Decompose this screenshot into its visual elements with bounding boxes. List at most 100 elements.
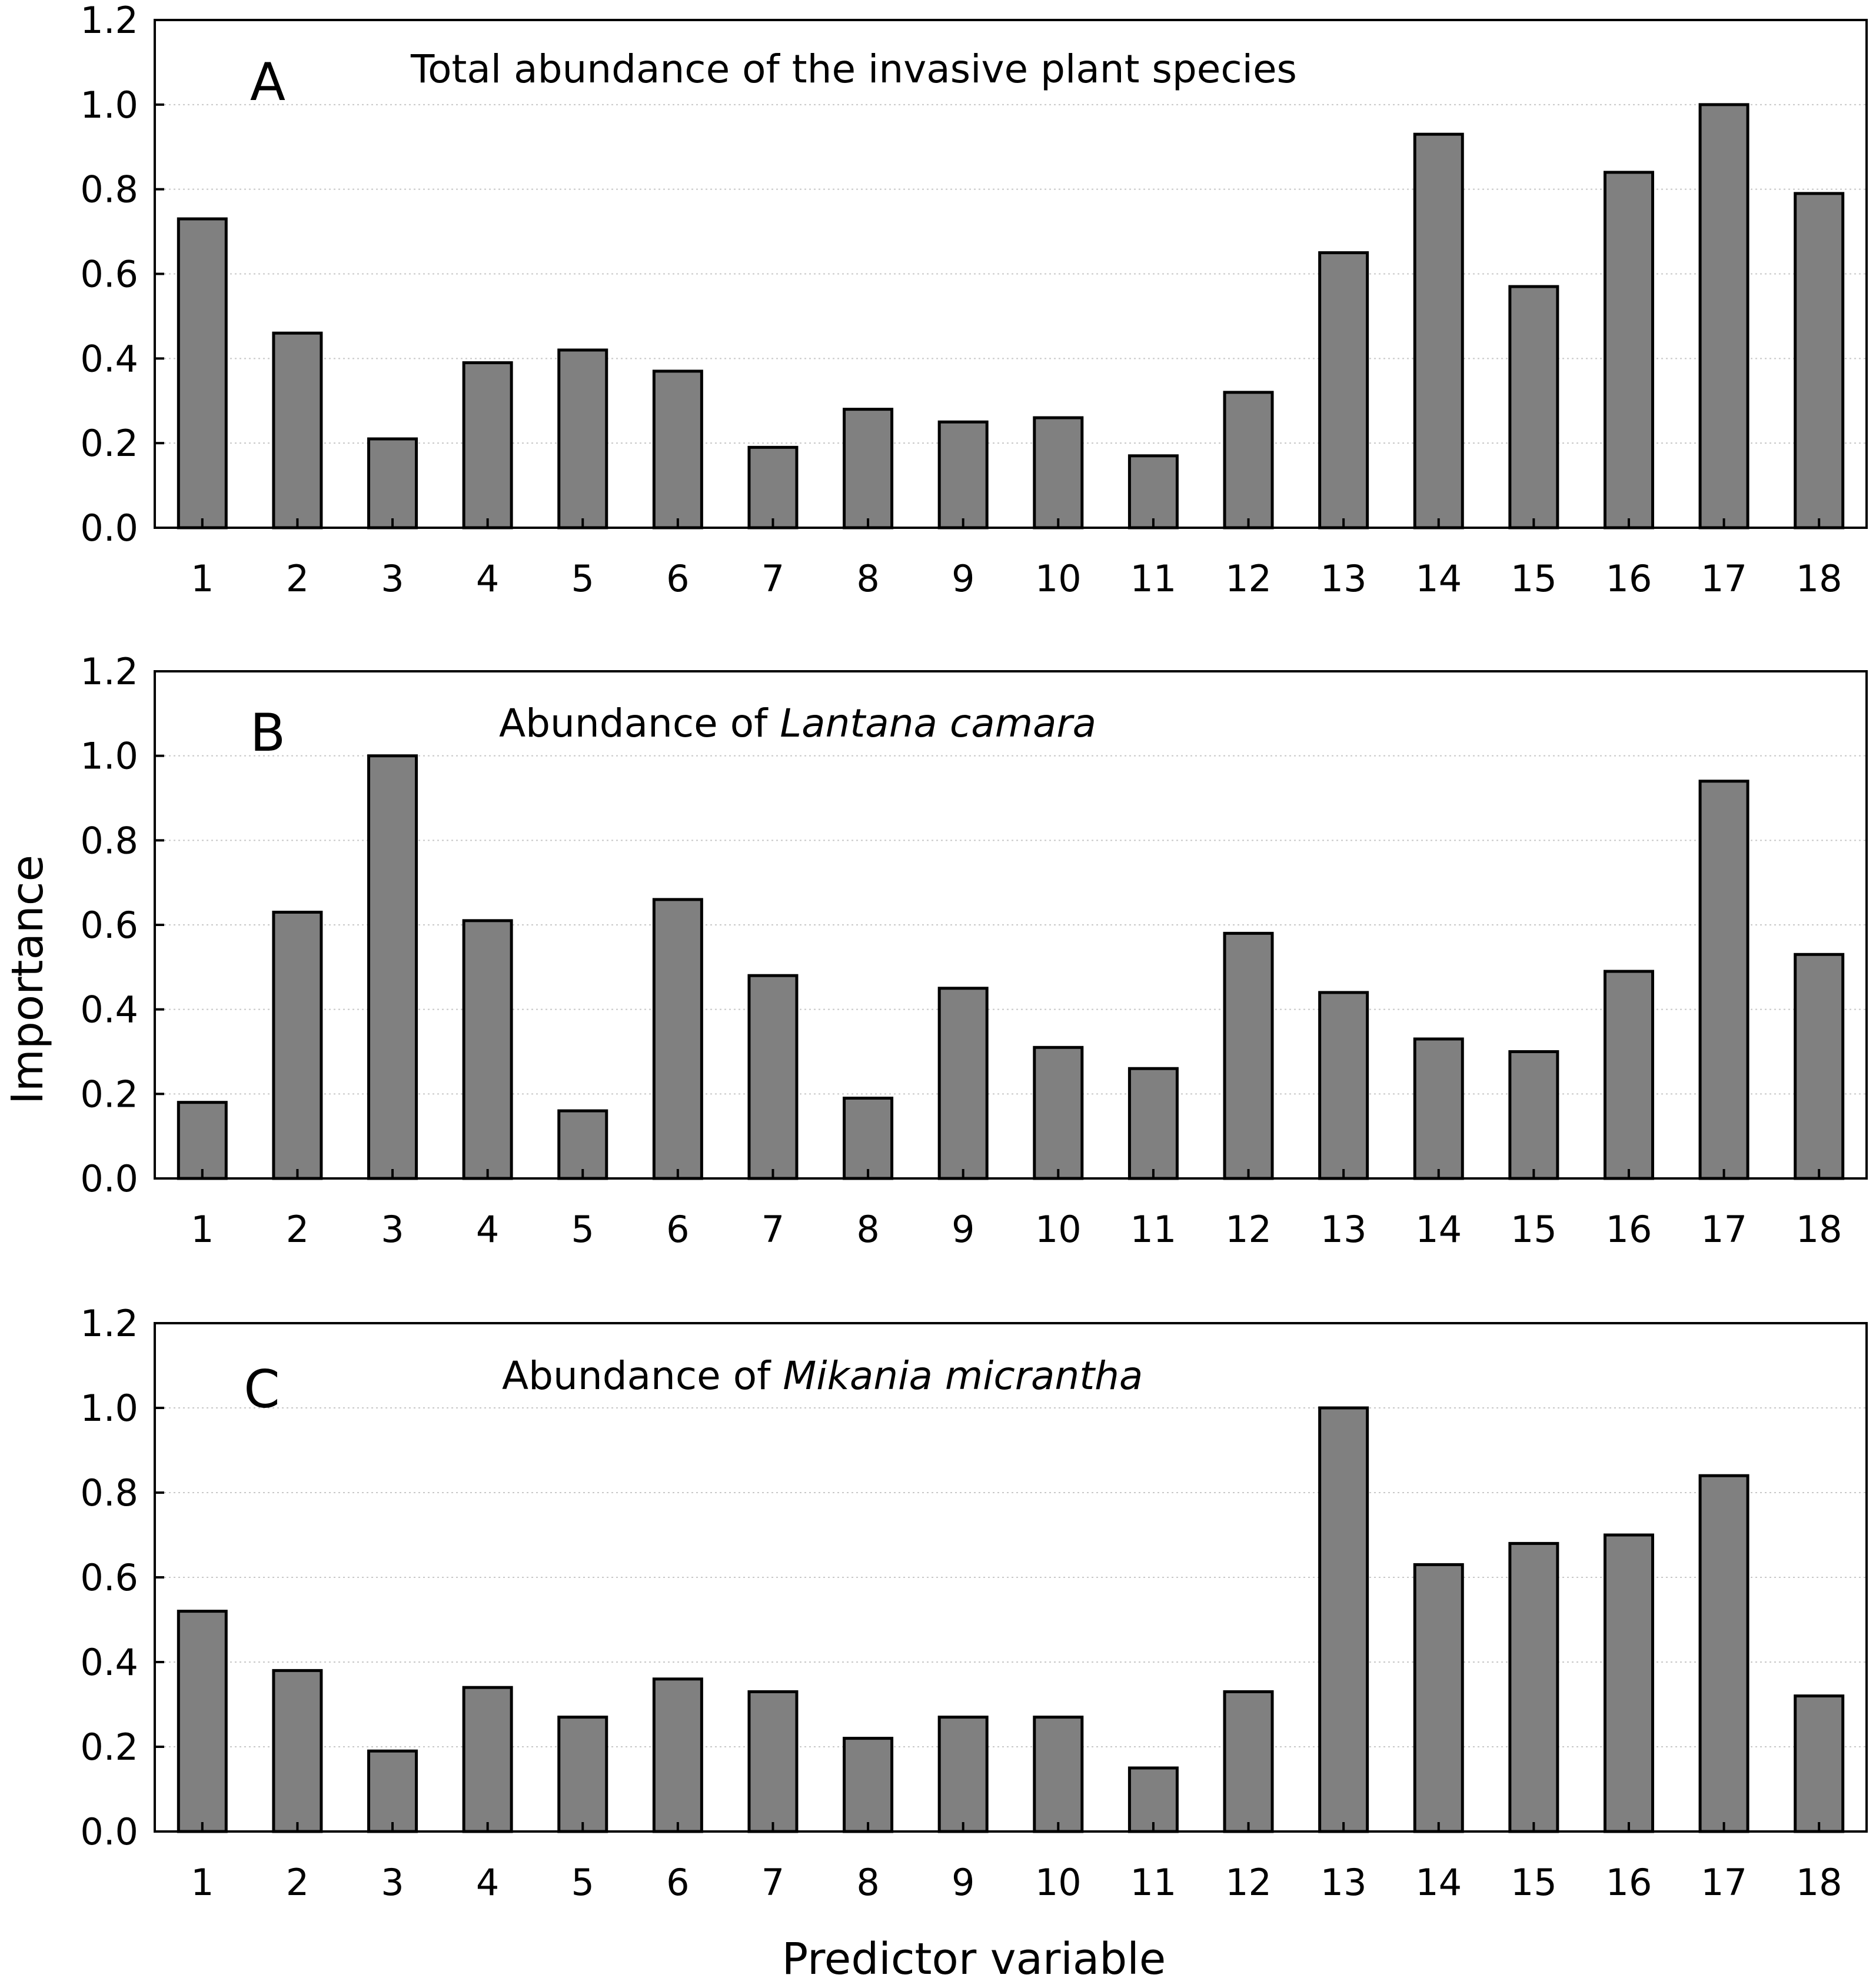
y-tick-label-c-0: 0.0 [80,1810,138,1853]
bar-a-1 [177,217,228,530]
bar-b-3 [367,754,418,1180]
x-tick-label-b-1: 1 [191,1208,214,1251]
bar-a-4 [462,361,513,530]
x-tick-label-a-6: 6 [666,557,689,600]
x-tick-label-a-15: 15 [1511,557,1557,600]
x-tick-label-c-10: 10 [1035,1861,1082,1904]
x-tick-label-a-18: 18 [1796,557,1842,600]
bar-b-14 [1413,1037,1464,1180]
y-tick-label-b-0: 0.0 [80,1157,138,1200]
panel-title-b: Abundance of Lantana camara [499,701,1096,746]
x-tick-label-a-9: 9 [952,557,974,600]
panel-title-c: Abundance of Mikania micrantha [502,1353,1143,1398]
bar-c-14 [1413,1563,1464,1833]
bar-a-8 [843,408,894,530]
bar-a-14 [1413,132,1464,530]
bar-a-12 [1223,391,1274,530]
panel-title-part-b-0: Abundance of [499,701,780,746]
panel-letter-b: B [250,702,285,763]
bar-b-4 [462,919,513,1180]
y-tick-label-c-3: 0.6 [80,1556,138,1599]
y-tick-label-a-0: 0.0 [80,507,138,550]
bar-c-3 [367,1749,418,1833]
y-tick-label-c-1: 0.2 [80,1726,138,1769]
bar-c-6 [652,1677,703,1833]
x-tick-label-c-16: 16 [1606,1861,1652,1904]
bar-c-4 [462,1686,513,1833]
bar-a-7 [747,445,799,530]
bar-b-10 [1033,1045,1084,1180]
y-tick-label-a-1: 0.2 [80,422,138,465]
y-tick-label-b-5: 1.0 [80,735,138,778]
y-tick-label-c-2: 0.4 [80,1641,138,1684]
bar-a-16 [1603,171,1654,530]
bar-b-9 [937,987,989,1180]
x-tick-label-c-12: 12 [1225,1861,1272,1904]
bar-a-18 [1794,192,1845,530]
chart-panel-c: 0.00.20.40.60.81.01.21 2 3 4 5 6 7 8 9 10 11 12 13 14… [80,1302,1868,1904]
x-tick-label-b-10: 10 [1035,1208,1082,1251]
y-tick-label-b-6: 1.2 [80,650,138,693]
bar-a-3 [367,437,418,530]
x-tick-label-a-7: 7 [761,557,784,600]
y-tick-label-a-4: 0.8 [80,168,138,211]
bar-a-10 [1033,416,1084,530]
x-tick-label-b-9: 9 [952,1208,974,1251]
x-tick-label-b-18: 18 [1796,1208,1842,1251]
x-tick-label-a-2: 2 [286,557,309,600]
x-tick-label-a-4: 4 [476,557,499,600]
bar-b-5 [557,1109,608,1180]
x-tick-label-c-8: 8 [856,1861,879,1904]
bar-b-18 [1794,953,1845,1180]
panel-title-part-c-1: Mikania micrantha [783,1353,1143,1398]
x-tick-label-b-2: 2 [286,1208,309,1251]
bar-b-17 [1698,780,1749,1180]
bar-c-13 [1318,1406,1369,1833]
x-tick-label-b-13: 13 [1320,1208,1367,1251]
x-tick-label-c-13: 13 [1320,1861,1367,1904]
x-tick-label-c-11: 11 [1130,1861,1176,1904]
chart-panel-b: 0.00.20.40.60.81.01.21 2 3 4 5 6 7 8 9 10 11 12 13 14… [80,650,1868,1251]
y-tick-label-b-3: 0.6 [80,904,138,947]
x-tick-label-a-12: 12 [1225,557,1272,600]
bar-c-5 [557,1716,608,1833]
bar-b-13 [1318,991,1369,1180]
bar-c-10 [1033,1716,1084,1833]
bar-b-15 [1508,1050,1559,1180]
bar-c-17 [1698,1474,1749,1833]
x-tick-label-a-13: 13 [1320,557,1367,600]
y-tick-label-a-5: 1.0 [80,84,138,126]
bar-b-2 [272,910,323,1180]
x-tick-label-c-18: 18 [1796,1861,1842,1904]
x-tick-label-a-17: 17 [1701,557,1747,600]
x-axis-label: Predictor variable [782,1934,1166,1984]
y-tick-label-b-2: 0.4 [80,988,138,1031]
bar-c-18 [1794,1694,1845,1833]
bar-c-7 [747,1690,799,1833]
x-tick-label-b-8: 8 [856,1208,879,1251]
x-tick-label-c-2: 2 [286,1861,309,1904]
x-tick-label-c-9: 9 [952,1861,974,1904]
x-tick-label-c-5: 5 [571,1861,594,1904]
panel-title-part-a-0: Total abundance of the invasive plant sp… [410,46,1297,92]
panel-title-a: Total abundance of the invasive plant sp… [410,46,1297,92]
panel-title-part-b-1: Lantana camara [780,701,1096,746]
bar-a-13 [1318,251,1369,530]
x-tick-label-c-17: 17 [1701,1861,1747,1904]
panel-letter-a: A [250,52,285,112]
x-tick-label-b-14: 14 [1415,1208,1462,1251]
bar-a-6 [652,369,703,530]
x-tick-label-a-3: 3 [381,557,404,600]
x-tick-label-a-8: 8 [856,557,879,600]
y-axis-label: Importance [2,855,53,1104]
x-tick-label-c-15: 15 [1511,1861,1557,1904]
x-tick-label-b-12: 12 [1225,1208,1272,1251]
x-tick-label-c-1: 1 [191,1861,214,1904]
bar-a-15 [1508,285,1559,530]
bar-c-16 [1603,1533,1654,1833]
bar-b-12 [1223,931,1274,1180]
x-tick-label-a-5: 5 [571,557,594,600]
y-tick-label-b-1: 0.2 [80,1073,138,1115]
x-tick-label-b-6: 6 [666,1208,689,1251]
